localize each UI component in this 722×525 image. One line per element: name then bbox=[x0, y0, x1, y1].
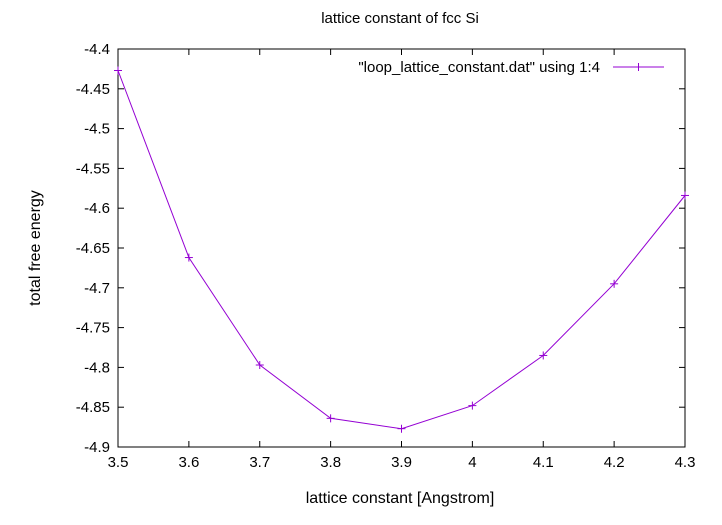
data-point bbox=[397, 424, 406, 433]
series-line bbox=[117, 70, 686, 430]
data-point bbox=[326, 414, 335, 423]
y-tick-label: -4.5 bbox=[84, 121, 110, 138]
y-tick-label: -4.85 bbox=[76, 399, 110, 416]
data-point bbox=[681, 191, 689, 200]
x-tick-label: 3.7 bbox=[249, 454, 270, 471]
x-tick-label: 3.8 bbox=[320, 454, 341, 471]
legend-entry-label: "loop_lattice_constant.dat" using 1:4 bbox=[358, 59, 600, 76]
x-tick-label: 4.1 bbox=[533, 454, 554, 471]
y-tick-label: -4.75 bbox=[76, 320, 110, 337]
x-tick-label: 4 bbox=[468, 454, 476, 471]
data-point bbox=[468, 401, 477, 410]
y-tick-label: -4.55 bbox=[76, 160, 110, 177]
y-tick-label: -4.7 bbox=[84, 280, 110, 297]
data-point bbox=[539, 351, 548, 360]
y-tick-label: -4.4 bbox=[84, 41, 110, 58]
y-tick-label: -4.65 bbox=[76, 240, 110, 257]
x-tick-label: 4.3 bbox=[675, 454, 696, 471]
y-axis: -4.4 -4.45 -4.5 -4.55 -4.6 -4.65 -4.7 -4.75 -4.8… bbox=[76, 41, 685, 456]
x-axis: 3.5 3.6 3.7 3.8 3.9 4 4.1 4.2 4.3 bbox=[108, 49, 696, 471]
chart-title: lattice constant of fcc Si bbox=[321, 10, 479, 27]
data-point bbox=[255, 361, 264, 370]
y-tick-label: -4.45 bbox=[76, 81, 110, 98]
data-point bbox=[114, 66, 122, 75]
y-tick-label: -4.9 bbox=[84, 439, 110, 456]
x-axis-label: lattice constant [Angstrom] bbox=[306, 490, 495, 507]
x-tick-label: 3.9 bbox=[391, 454, 412, 471]
x-tick-label: 4.2 bbox=[604, 454, 625, 471]
plot-frame bbox=[117, 48, 686, 448]
data-point bbox=[610, 279, 619, 288]
data-point bbox=[184, 253, 193, 262]
y-tick-label: -4.6 bbox=[84, 200, 110, 217]
y-axis-label: total free energy bbox=[27, 190, 44, 306]
x-tick-label: 3.6 bbox=[178, 454, 199, 471]
legend: "loop_lattice_constant.dat" using 1:4 bbox=[358, 59, 664, 76]
x-tick-label: 3.5 bbox=[108, 454, 129, 471]
y-tick-label: -4.8 bbox=[84, 359, 110, 376]
series-layer bbox=[114, 66, 689, 433]
